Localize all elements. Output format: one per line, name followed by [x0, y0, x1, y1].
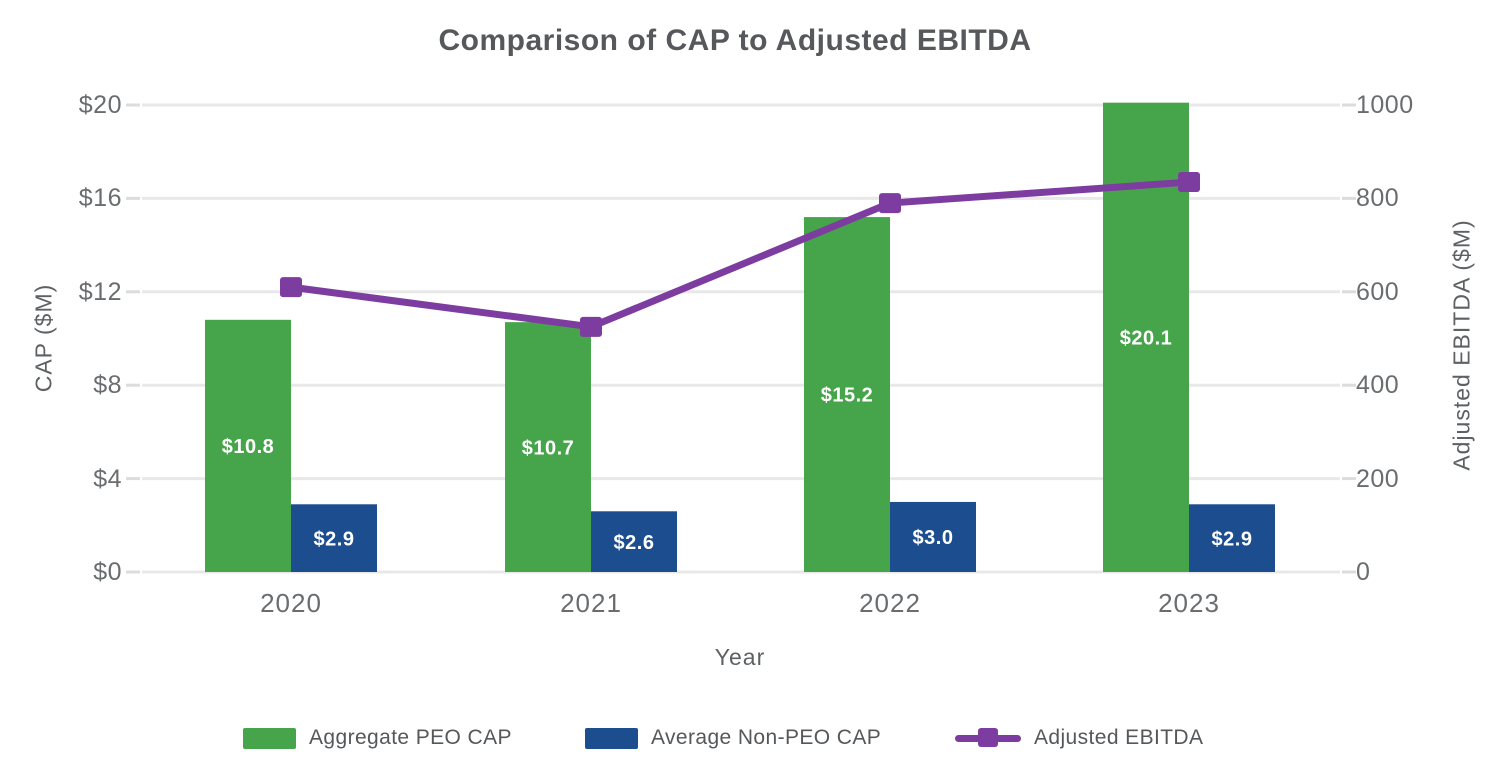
right-axis-tick-label: 1000 — [1356, 91, 1414, 119]
svg-text:$2.9: $2.9 — [1212, 528, 1253, 550]
left-axis-tick-label: $4 — [93, 464, 122, 493]
x-axis-category-label: 2022 — [859, 588, 921, 618]
x-axis-category-label: 2020 — [260, 588, 322, 618]
x-axis-category-label: 2021 — [560, 588, 622, 618]
right-axis-tick-label: 800 — [1356, 184, 1400, 213]
x-axis-title: Year — [714, 644, 766, 670]
x-axis-category-label: 2023 — [1158, 588, 1220, 618]
svg-text:$2.9: $2.9 — [314, 528, 355, 550]
svg-text:$3.0: $3.0 — [913, 527, 954, 549]
right-axis-tick-label: 200 — [1356, 464, 1400, 493]
svg-text:$10.7: $10.7 — [522, 437, 575, 459]
left-axis-tick-label: $8 — [93, 371, 122, 400]
left-axis-tick-label: $16 — [78, 184, 122, 213]
right-axis-title: Adjusted EBITDA ($M) — [1448, 219, 1475, 471]
chart-title: Comparison of CAP to Adjusted EBITDA — [438, 24, 1032, 57]
right-axis-tick-label: 600 — [1356, 277, 1400, 306]
left-axis-title: CAP ($M) — [30, 283, 57, 393]
left-axis-tick-label: $20 — [78, 91, 122, 119]
svg-text:$20.1: $20.1 — [1120, 328, 1173, 350]
right-axis-tick-label: 400 — [1356, 371, 1400, 400]
right-axis-tick-label: 0 — [1356, 558, 1371, 586]
svg-text:$15.2: $15.2 — [821, 385, 874, 407]
left-axis-tick-label: $0 — [93, 558, 122, 586]
svg-text:$10.8: $10.8 — [222, 436, 275, 458]
left-axis-tick-label: $12 — [78, 277, 122, 306]
svg-text:$2.6: $2.6 — [614, 532, 655, 554]
